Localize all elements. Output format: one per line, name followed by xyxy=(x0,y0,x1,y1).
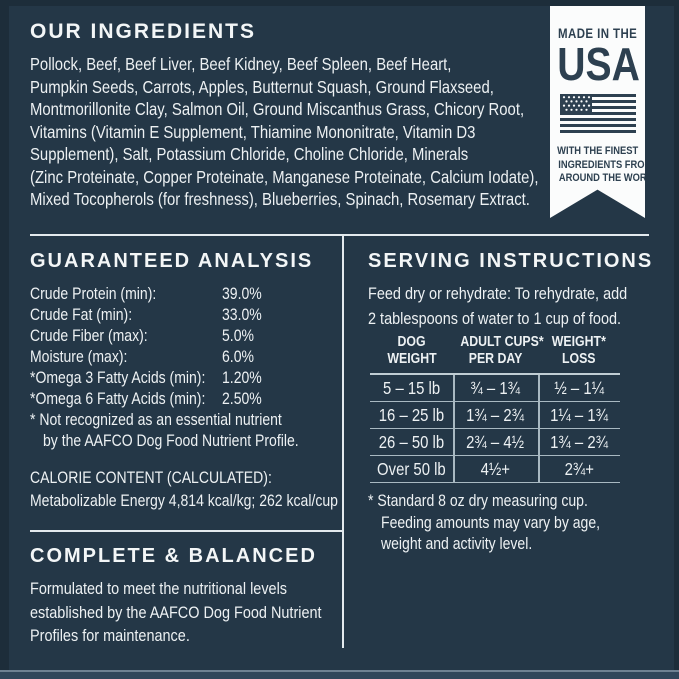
complete-balanced-line: established by the AAFCO Dog Food Nutrie… xyxy=(30,602,322,622)
guaranteed-analysis-title: GUARANTEED ANALYSIS xyxy=(30,250,314,272)
calorie-content: CALORIE CONTENT (CALCULATED): Metaboliza… xyxy=(30,467,338,513)
column-header-weight-loss: WEIGHT* LOSS xyxy=(538,334,620,373)
ribbon-tagline: WITH THE FINEST INGREDIENTS FROM AROUND … xyxy=(550,145,645,186)
analysis-value: 33.0% xyxy=(222,306,262,324)
us-flag-icon xyxy=(550,94,645,138)
analysis-row: Crude Protein (min): 39.0% xyxy=(30,284,335,305)
analysis-value: 5.0% xyxy=(222,327,254,345)
ingredients-line: Montmorillonite Clay, Salmon Oil, Ground… xyxy=(30,99,525,119)
cell-weight-loss: 2¾+ xyxy=(564,458,594,479)
serving-footnote-line: Feeding amounts may vary by age, xyxy=(381,513,601,532)
cell-dog-weight: 26 – 50 lb xyxy=(378,431,445,452)
analysis-value: 39.0% xyxy=(222,285,262,303)
header-line: WEIGHT* xyxy=(551,334,607,350)
analysis-row: *Omega 3 Fatty Acids (min): 1.20% xyxy=(30,368,335,389)
analysis-row: Crude Fiber (max): 5.0% xyxy=(30,326,335,347)
guaranteed-analysis-section: GUARANTEED ANALYSIS Crude Protein (min):… xyxy=(30,250,338,513)
serving-instructions-section: SERVING INSTRUCTIONS Feed dry or rehydra… xyxy=(368,250,654,331)
analysis-footnote-line: * Not recognized as an essential nutrien… xyxy=(30,411,282,429)
table-column-line xyxy=(538,375,540,483)
table-row: 26 – 50 lb 2¾ – 4½ 1¾ – 2¾ xyxy=(370,429,620,456)
package-edge-top xyxy=(0,0,679,6)
analysis-row: *Omega 6 Fatty Acids (min): 2.50% xyxy=(30,389,335,410)
ingredients-line: Pollock, Beef, Beef Liver, Beef Kidney, … xyxy=(30,54,452,74)
complete-balanced-line: Profiles for maintenance. xyxy=(30,626,190,645)
ingredients-line: Vitamins (Vitamin E Supplement, Thiamine… xyxy=(30,121,476,142)
table-row: Over 50 lb 4½+ 2¾+ xyxy=(370,456,620,483)
cell-adult-cups: 1¾ – 2¾ xyxy=(466,404,525,425)
serving-footnote-line: weight and activity level. xyxy=(381,535,533,553)
column-header-dog-weight: DOG WEIGHT xyxy=(370,334,453,373)
ingredients-list: Pollock, Beef, Beef Liver, Beef Kidney, … xyxy=(30,53,550,211)
analysis-label: *Omega 6 Fatty Acids (min): xyxy=(30,390,206,408)
header-line: DOG xyxy=(397,334,426,350)
column-header-adult-cups: ADULT CUPS* PER DAY xyxy=(453,334,543,373)
analysis-row: Crude Fat (min): 33.0% xyxy=(30,305,335,326)
calorie-content-title: CALORIE CONTENT (CALCULATED): xyxy=(30,469,272,487)
feeding-table-body: 5 – 15 lb ¾ – 1¾ ½ – 1¼ 16 – 25 lb 1¾ – … xyxy=(370,373,620,483)
table-row: 16 – 25 lb 1¾ – 2¾ 1¼ – 1¾ xyxy=(370,402,620,429)
cell-dog-weight: 5 – 15 lb xyxy=(382,377,441,398)
ribbon-tagline-line: AROUND THE WORLD xyxy=(558,172,660,184)
package-edge-left xyxy=(0,0,9,679)
analysis-label: Crude Fat (min): xyxy=(30,306,133,324)
analysis-value: 2.50% xyxy=(222,390,262,408)
ingredients-section: OUR INGREDIENTS Pollock, Beef, Beef Live… xyxy=(30,20,550,211)
complete-balanced-section: COMPLETE & BALANCED Formulated to meet t… xyxy=(30,545,340,648)
ingredients-line: (Zinc Proteinate, Copper Proteinate, Man… xyxy=(30,166,539,187)
header-line: ADULT CUPS* xyxy=(460,334,544,350)
analysis-label: Crude Protein (min): xyxy=(30,285,157,303)
cell-weight-loss: 1¾ – 2¾ xyxy=(550,431,608,452)
ingredients-line: Mixed Tocopherols (for freshness), Blueb… xyxy=(30,189,530,209)
cell-weight-loss: 1¼ – 1¾ xyxy=(550,404,608,425)
ribbon-tagline-line: WITH THE FINEST xyxy=(557,145,639,157)
made-in-usa-ribbon: MADE IN THE USA xyxy=(550,0,645,218)
ingredients-line: Supplement), Salt, Potassium Chloride, C… xyxy=(30,144,469,164)
ribbon-usa: USA xyxy=(557,38,640,90)
cell-dog-weight: 16 – 25 lb xyxy=(378,404,445,425)
ribbon-made-in-the: MADE IN THE xyxy=(557,26,638,41)
analysis-value: 1.20% xyxy=(222,369,262,387)
cell-adult-cups: 4½+ xyxy=(480,458,511,479)
sub-divider xyxy=(30,530,342,532)
serving-intro-line: Feed dry or rehydrate: To rehydrate, add xyxy=(368,284,628,303)
table-column-line xyxy=(453,375,455,483)
analysis-label: *Omega 3 Fatty Acids (min): xyxy=(30,369,206,387)
analysis-label: Crude Fiber (max): xyxy=(30,327,148,345)
table-row: 5 – 15 lb ¾ – 1¾ ½ – 1¼ xyxy=(370,375,620,402)
vertical-divider xyxy=(342,234,344,648)
header-line: WEIGHT xyxy=(386,350,437,367)
serving-intro-line: 2 tablespoons of water to 1 cup of food. xyxy=(368,308,622,328)
analysis-footnote-line: by the AAFCO Dog Food Nutrient Profile. xyxy=(43,432,299,450)
ingredients-line: Pumpkin Seeds, Carrots, Apples, Butternu… xyxy=(30,76,494,97)
serving-footnote-line: * Standard 8 oz dry measuring cup. xyxy=(368,492,588,510)
cell-adult-cups: 2¾ – 4½ xyxy=(466,431,525,452)
analysis-label: Moisture (max): xyxy=(30,348,128,366)
horizontal-divider xyxy=(30,234,649,236)
analysis-value: 6.0% xyxy=(222,348,254,366)
feeding-table-header: DOG WEIGHT ADULT CUPS* PER DAY WEIGHT* L… xyxy=(370,334,620,373)
complete-balanced-line: Formulated to meet the nutritional level… xyxy=(30,579,288,598)
package-fold-bottom xyxy=(0,670,679,679)
analysis-row: Moisture (max): 6.0% xyxy=(30,347,335,368)
cell-dog-weight: Over 50 lb xyxy=(377,458,446,479)
cell-adult-cups: ¾ – 1¾ xyxy=(470,377,521,398)
serving-footnote: * Standard 8 oz dry measuring cup. Feedi… xyxy=(368,491,648,556)
calorie-content-value: Metabolizable Energy 4,814 kcal/kg; 262 … xyxy=(30,492,338,510)
header-line: PER DAY xyxy=(468,350,523,367)
complete-balanced-title: COMPLETE & BALANCED xyxy=(30,545,317,567)
feeding-table: DOG WEIGHT ADULT CUPS* PER DAY WEIGHT* L… xyxy=(370,334,620,483)
cell-weight-loss: ½ – 1¼ xyxy=(554,377,604,398)
serving-instructions-title: SERVING INSTRUCTIONS xyxy=(368,250,654,272)
package-edge-right xyxy=(674,0,679,679)
ingredients-title: OUR INGREDIENTS xyxy=(30,20,257,43)
header-line: LOSS xyxy=(562,350,596,367)
ribbon-tagline-line: INGREDIENTS FROM xyxy=(558,158,653,171)
